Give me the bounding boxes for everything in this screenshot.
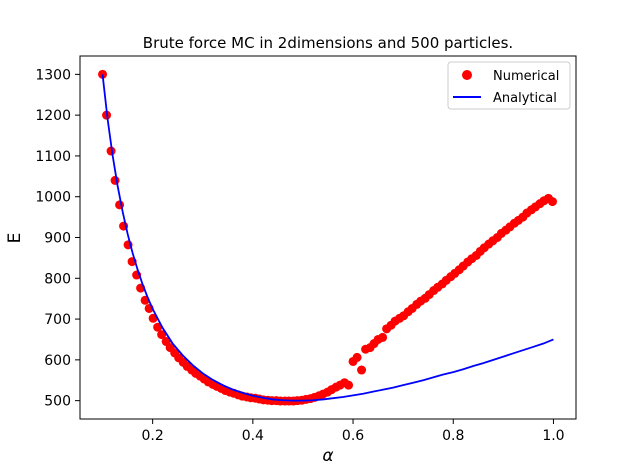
numerical-point (157, 330, 167, 340)
y-tick-label: 1000 (35, 190, 71, 206)
x-tick-label: 0.2 (142, 428, 164, 444)
y-tick-label: 500 (44, 394, 71, 410)
numerical-point (344, 380, 354, 390)
x-axis-label: α (322, 446, 333, 466)
legend-marker-numerical (462, 70, 472, 80)
y-axis: 500 600 700 800 900 1000 1100 1200 1300 (35, 67, 80, 410)
y-tick-label: 900 (44, 231, 71, 247)
numerical-point (357, 365, 367, 375)
y-tick-label: 800 (44, 271, 71, 287)
x-axis: 0.2 0.4 0.6 0.8 1.0 (142, 419, 565, 444)
analytical-line (101, 74, 554, 402)
numerical-point (110, 175, 120, 185)
chart-title: Brute force MC in 2dimensions and 500 pa… (143, 34, 513, 52)
x-tick-label: 1.0 (542, 428, 564, 444)
numerical-point (378, 332, 388, 342)
y-tick-label: 700 (44, 312, 71, 328)
x-tick-label: 0.6 (342, 428, 364, 444)
x-tick-label: 0.8 (442, 428, 464, 444)
y-tick-label: 1300 (35, 67, 71, 83)
y-axis-label: E (5, 233, 25, 244)
numerical-point (153, 322, 163, 332)
numerical-point (106, 146, 116, 156)
legend-label-analytical: Analytical (493, 91, 557, 106)
y-tick-label: 600 (44, 353, 71, 369)
numerical-point (352, 352, 362, 362)
y-tick-label: 1100 (35, 149, 71, 165)
x-tick-label: 0.4 (242, 428, 264, 444)
plot-marks (98, 69, 557, 406)
legend-label-numerical: Numerical (493, 69, 559, 84)
y-tick-label: 1200 (35, 108, 71, 124)
legend: Numerical Analytical (447, 61, 571, 110)
numerical-point (547, 197, 557, 207)
